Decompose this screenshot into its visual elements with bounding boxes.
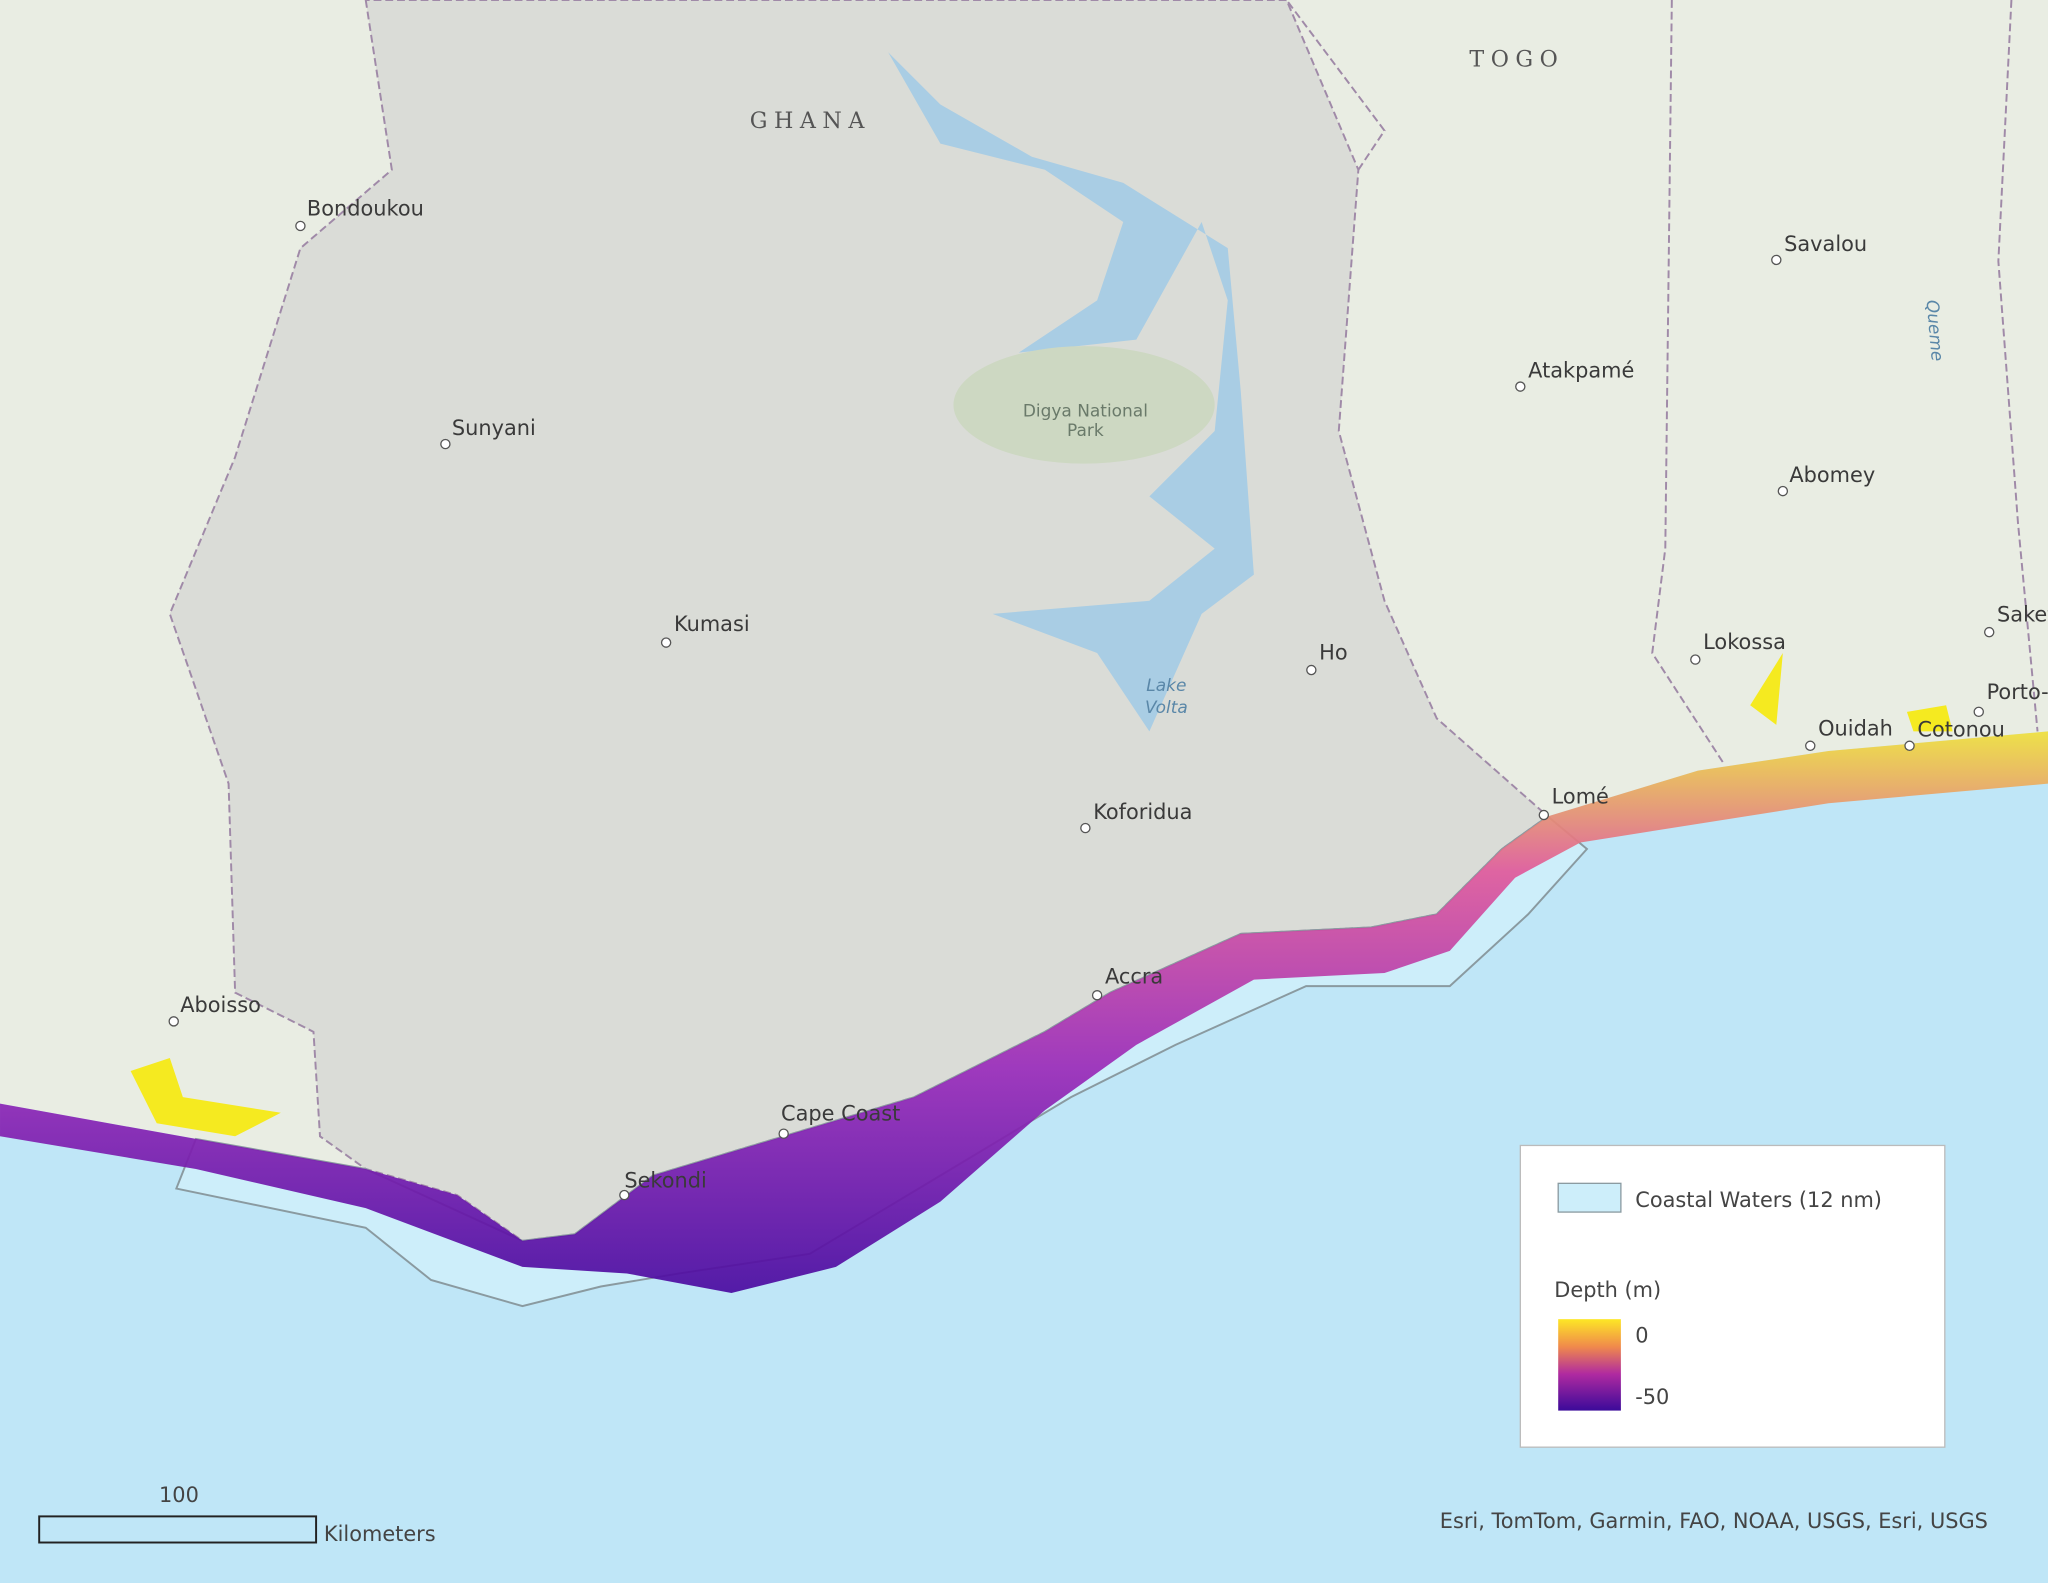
place-label: Abomey	[1789, 463, 1875, 487]
park-label: Park	[1067, 421, 1104, 441]
place-label: Lokossa	[1703, 630, 1786, 654]
place-label: Sunyani	[452, 416, 536, 440]
place-dot	[1777, 485, 1789, 497]
place-dot	[1538, 809, 1550, 821]
place-label: Ouidah	[1818, 716, 1893, 740]
place-dot	[1080, 822, 1091, 834]
place-label: Koforidua	[1093, 800, 1192, 824]
park-label: Digya National	[1023, 402, 1148, 422]
country-label: TOGO	[1469, 47, 1564, 73]
shallow-area	[130, 653, 1953, 1137]
place-label: Accra	[1105, 964, 1163, 988]
lake-label: Volta	[1145, 698, 1188, 718]
legend-label: Coastal Waters (12 nm)	[1635, 1188, 1882, 1212]
border	[1285, 0, 2039, 765]
places: Bondoukou Sunyani Kumasi Koforidua Accra Ho Lo…	[168, 197, 2048, 1201]
place-dot	[778, 1128, 789, 1139]
place-label: Porto-Novo	[1987, 680, 2048, 704]
place-label: Saketé	[1997, 603, 2048, 627]
place-dot	[619, 1189, 630, 1201]
place-dot	[440, 438, 451, 450]
attribution: Esri, TomTom, Garmin, FAO, NOAA, USGS, E…	[1440, 1509, 1988, 1533]
place-label: Sekondi	[624, 1168, 707, 1192]
country-label: GHANA	[750, 108, 871, 134]
legend-swatch	[1557, 1182, 1622, 1213]
place-label: Cape Coast	[781, 1102, 900, 1126]
place-label: Cotonou	[1917, 718, 2005, 742]
depth-ramp	[1558, 1319, 1621, 1411]
place-dot	[660, 637, 672, 648]
place-label: Bondoukou	[307, 197, 424, 221]
place-label: Savalou	[1784, 232, 1867, 256]
place-dot	[1515, 381, 1526, 392]
legend-max: 0	[1635, 1324, 1648, 1348]
scale-unit: Kilometers	[324, 1522, 436, 1546]
place-label: Atakpamé	[1528, 358, 1634, 382]
lake-label: Lake	[1146, 676, 1186, 696]
place-dot	[1690, 654, 1701, 665]
place-dot	[1306, 664, 1317, 676]
place-dot	[168, 1016, 179, 1027]
place-label: Ho	[1319, 641, 1347, 665]
place-dot	[1983, 626, 1995, 638]
place-label: Aboisso	[180, 993, 261, 1017]
place-dot	[1904, 740, 1915, 752]
depth-raster	[0, 731, 2048, 1294]
scale-bar	[38, 1515, 318, 1544]
place-dot	[295, 220, 306, 232]
place-label: Lomé	[1552, 784, 1609, 808]
legend-title: Depth (m)	[1554, 1278, 1661, 1302]
scale-value: 100	[159, 1483, 199, 1507]
place-dot	[1091, 990, 1103, 1001]
place-dot	[1771, 254, 1782, 266]
legend-min: -50	[1635, 1385, 1669, 1409]
place-dot	[1805, 740, 1816, 752]
place-label: Kumasi	[674, 612, 750, 636]
lake-volta	[888, 52, 1254, 732]
park-area	[953, 346, 1215, 464]
place-dot	[1973, 706, 1984, 718]
